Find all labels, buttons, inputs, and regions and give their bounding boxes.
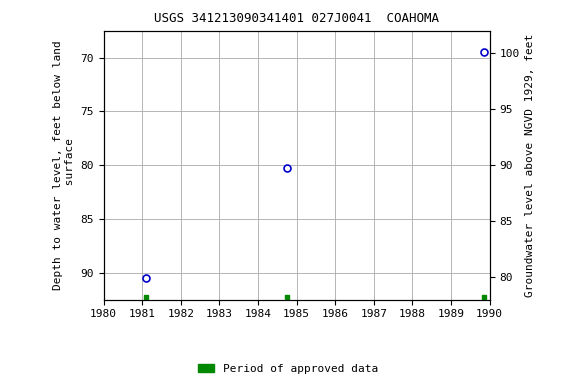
Title: USGS 341213090341401 027J0041  COAHOMA: USGS 341213090341401 027J0041 COAHOMA — [154, 12, 439, 25]
Y-axis label: Depth to water level, feet below land
 surface: Depth to water level, feet below land su… — [54, 40, 75, 290]
Y-axis label: Groundwater level above NGVD 1929, feet: Groundwater level above NGVD 1929, feet — [525, 33, 535, 297]
Legend: Period of approved data: Period of approved data — [193, 359, 383, 379]
